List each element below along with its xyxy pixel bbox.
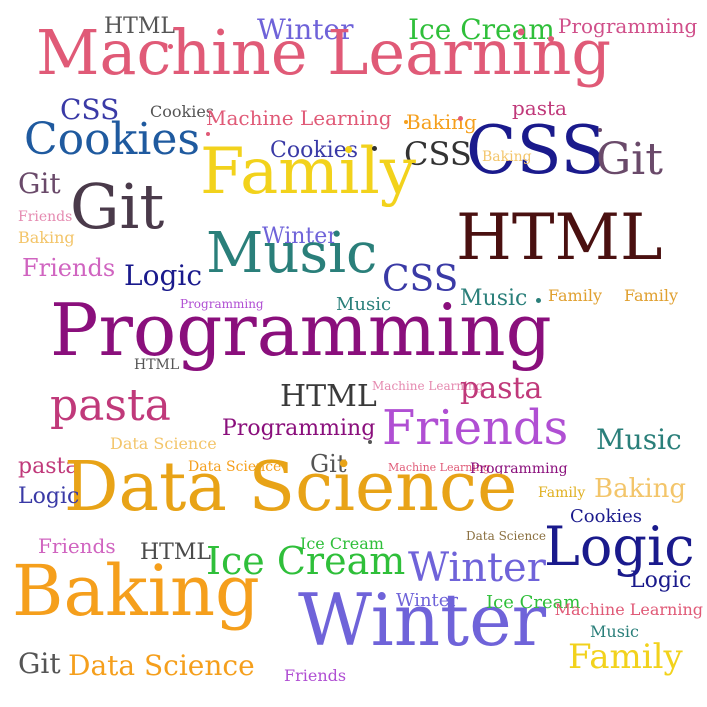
word-friends: Friends: [38, 534, 116, 558]
word-baking: Baking: [18, 228, 75, 247]
word-family: Family: [538, 485, 586, 501]
word-baking: Baking: [12, 550, 260, 632]
word-css: CSS: [404, 135, 472, 173]
word-machine-learning: Machine Learning: [388, 461, 491, 474]
word-friends: Friends: [22, 254, 116, 282]
word-programming: Programming: [180, 297, 264, 311]
word-music: Music: [596, 423, 682, 456]
word-data-science: Data Science: [68, 649, 255, 682]
word-html: HTML: [280, 379, 377, 414]
word-programming: Programming: [222, 416, 376, 441]
word-winter: Winter: [257, 13, 354, 46]
word-ice-cream: Ice Cream: [300, 534, 384, 553]
word-music: Music: [460, 286, 528, 311]
word-friends: Friends: [284, 666, 347, 685]
word-css: CSS: [466, 112, 606, 189]
word-pasta: pasta: [512, 96, 567, 120]
word-family: Family: [624, 286, 678, 305]
decorative-dot: [404, 120, 408, 124]
word-music: Music: [336, 294, 392, 315]
word-git: Git: [70, 170, 165, 243]
word-pasta: pasta: [50, 380, 171, 431]
word-logic: Logic: [630, 568, 692, 593]
word-html: HTML: [104, 14, 175, 39]
word-friends: Friends: [18, 209, 73, 225]
word-git: Git: [18, 647, 61, 680]
decorative-dot: [598, 128, 602, 132]
word-html: HTML: [140, 540, 211, 565]
word-machine-learning: Machine Learning: [372, 379, 484, 393]
decorative-dot: [458, 116, 463, 121]
word-music: Music: [590, 622, 639, 641]
word-family: Family: [548, 286, 602, 305]
word-ice-cream: Ice Cream: [206, 539, 406, 583]
word-winter: Winter: [396, 590, 459, 611]
word-machine-learning: Machine Learning: [554, 600, 703, 619]
word-css: CSS: [60, 93, 120, 126]
word-logic: Logic: [124, 259, 203, 292]
decorative-dot: [372, 146, 377, 151]
word-logic: Logic: [544, 515, 695, 578]
word-git: Git: [310, 450, 347, 478]
word-winter: Winter: [298, 578, 547, 662]
word-cookies: Cookies: [24, 114, 200, 165]
word-git: Git: [18, 167, 61, 200]
word-winter: Winter: [262, 224, 338, 249]
word-family: Family: [568, 637, 683, 677]
word-cookies: Cookies: [570, 506, 642, 527]
decorative-dot: [548, 36, 554, 42]
word-music: Music: [206, 221, 378, 286]
word-machine-learning: Machine Learning: [206, 106, 392, 130]
decorative-dot: [206, 132, 210, 136]
word-ice-cream: Ice Cream: [408, 13, 555, 46]
word-programming: Programming: [50, 288, 552, 372]
decorative-dot: [168, 44, 173, 49]
word-pasta: pasta: [460, 371, 543, 406]
word-html: HTML: [456, 201, 663, 275]
word-data-science: Data Science: [110, 434, 217, 453]
word-css: CSS: [382, 259, 459, 300]
word-pasta: pasta: [18, 454, 79, 479]
word-logic: Logic: [18, 484, 80, 509]
word-programming: Programming: [558, 14, 698, 38]
word-programming: Programming: [470, 461, 568, 477]
word-baking: Baking: [482, 149, 532, 165]
word-friends: Friends: [382, 400, 569, 456]
word-cookies: Cookies: [150, 102, 214, 121]
word-family: Family: [200, 135, 416, 209]
decorative-dot: [368, 440, 372, 444]
word-git: Git: [596, 134, 663, 185]
word-data-science: Data Science: [188, 459, 282, 475]
decorative-dot: [536, 298, 541, 303]
word-baking: Baking: [594, 474, 687, 504]
word-data-science: Data Science: [64, 448, 518, 527]
word-machine-learning: Machine Learning: [36, 16, 612, 89]
word-winter: Winter: [408, 545, 546, 591]
word-data-science: Data Science: [466, 529, 546, 543]
word-cookies: Cookies: [270, 138, 358, 163]
word-ice-cream: Ice Cream: [486, 592, 581, 613]
word-html: HTML: [134, 357, 180, 373]
